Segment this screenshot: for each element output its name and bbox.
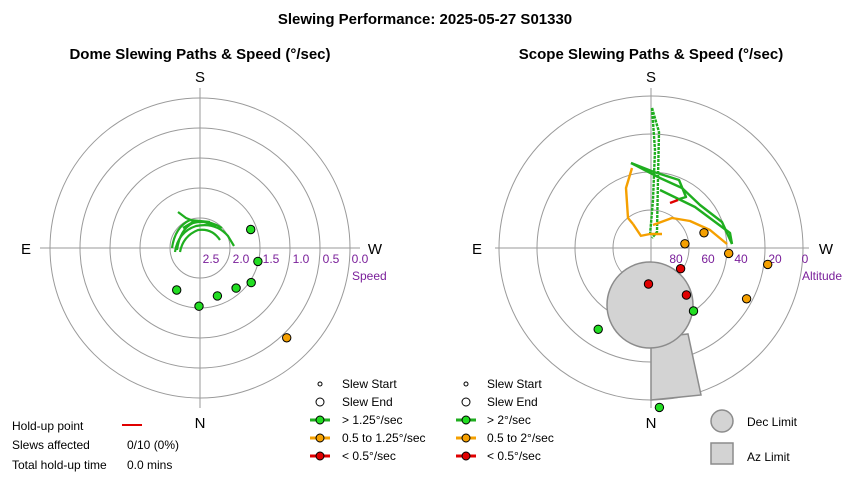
- scope-point-fast: [654, 402, 665, 413]
- dome-point-fast: [194, 301, 204, 311]
- scope-point-mid: [699, 228, 709, 238]
- dome-compass-s: S: [195, 69, 205, 86]
- figure-title: Slewing Performance: 2025-05-27 S01330: [278, 11, 572, 28]
- legend-slew-end: Slew End: [342, 395, 393, 409]
- scope-path-fast: [650, 107, 661, 239]
- legend-slow: < 0.5°/sec: [342, 449, 396, 463]
- limits-legend: Dec Limit Az Limit: [710, 409, 798, 465]
- dome-axis-label: Speed: [352, 269, 387, 283]
- dome-rings: [40, 88, 360, 408]
- scope-compass-n: N: [646, 415, 657, 432]
- legend-slew-start: Slew Start: [487, 377, 542, 391]
- dome-legend: Slew Start Slew End > 1.25°/sec 0.5 to 1…: [310, 377, 426, 463]
- scope-point-mid: [680, 239, 690, 249]
- scope-path-mid: [639, 232, 662, 238]
- scope-ring-label: 0: [802, 252, 809, 266]
- dome-path: [178, 228, 221, 253]
- dome-point-fast: [246, 277, 256, 288]
- slew-end-marker: [315, 397, 325, 407]
- dome-ring-label: 1.5: [263, 252, 280, 266]
- scope-path-fast: [630, 161, 688, 202]
- dome-compass-w: W: [368, 241, 383, 258]
- dome-ring-label: 0.0: [352, 252, 369, 266]
- scope-compass-w: W: [819, 241, 834, 258]
- scope-point-mid: [724, 248, 734, 259]
- holdup-info: Hold-up point Slews affected 0/10 (0%) T…: [12, 419, 179, 472]
- scope-point-fast: [688, 306, 699, 316]
- dec-limit-icon: [710, 409, 734, 433]
- dome-paths: [170, 211, 235, 253]
- dome-point-fast: [231, 283, 241, 293]
- scope-point-fast: [593, 324, 603, 334]
- legend-mid: 0.5 to 1.25°/sec: [342, 431, 426, 445]
- scope-ring-labels: 80 60 40 20 0 Altitude: [669, 252, 842, 283]
- scope-ring-label: 40: [734, 252, 748, 266]
- dome-ring-labels: 2.5 2.0 1.5 1.0 0.5 0.0 Speed: [203, 252, 387, 283]
- scope-path-mid: [624, 167, 634, 225]
- dome-path: [182, 220, 217, 229]
- scope-path-slow: [669, 198, 679, 205]
- legend-slow-dot: [315, 451, 325, 461]
- az-limit-label: Az Limit: [747, 450, 790, 464]
- scope-marks: [593, 228, 773, 413]
- slew-start-marker: [463, 381, 469, 387]
- scope-point-mid: [763, 259, 773, 270]
- holdup-time-value: 0.0 mins: [127, 458, 172, 472]
- scope-legend: Slew Start Slew End > 2°/sec 0.5 to 2°/s…: [456, 377, 554, 463]
- slews-affected-label: Slews affected: [12, 438, 90, 452]
- legend-mid-dot: [315, 433, 325, 443]
- legend-slew-end: Slew End: [487, 395, 538, 409]
- slew-start-marker: [317, 381, 323, 387]
- scope-paths: [624, 107, 734, 245]
- dec-limit-label: Dec Limit: [747, 415, 798, 429]
- scope-path-mid: [652, 216, 728, 245]
- holdup-time-label: Total hold-up time: [12, 458, 107, 472]
- dome-compass-n: N: [195, 415, 206, 432]
- scope-path-fast: [630, 161, 734, 245]
- scope-title: Scope Slewing Paths & Speed (°/sec): [519, 46, 783, 63]
- scope-ring-label: 80: [669, 252, 683, 266]
- slew-end-marker: [461, 397, 471, 407]
- dome-ring-label: 2.5: [203, 252, 220, 266]
- legend-fast: > 1.25°/sec: [342, 413, 403, 427]
- scope-path-mid: [632, 223, 642, 237]
- scope-compass-e: E: [472, 241, 482, 258]
- legend-slow: < 0.5°/sec: [487, 449, 541, 463]
- scope-path-fast: [659, 188, 734, 245]
- az-limit-icon: [710, 442, 734, 465]
- dome-point-fast: [253, 256, 263, 267]
- dome-marks: [172, 224, 292, 343]
- dome-panel: Dome Slewing Paths & Speed (°/sec) S N E…: [21, 46, 387, 432]
- scope-point-slow: [643, 279, 654, 289]
- dome-ring-label: 2.0: [233, 252, 250, 266]
- scope-compass-s: S: [646, 69, 656, 86]
- legend-slew-start: Slew Start: [342, 377, 397, 391]
- scope-point-mid: [741, 294, 752, 304]
- scope-point-slow: [681, 290, 692, 300]
- slews-affected-value: 0/10 (0%): [127, 438, 179, 452]
- legend-fast-dot: [315, 415, 325, 425]
- legend-fast-dot: [461, 415, 471, 425]
- dome-point-fast: [172, 285, 182, 295]
- scope-ring-label: 60: [701, 252, 715, 266]
- dome-ring-label: 1.0: [293, 252, 310, 266]
- dome-compass-e: E: [21, 241, 31, 258]
- dome-path: [177, 211, 197, 224]
- legend-mid-dot: [461, 433, 471, 443]
- legend-fast: > 2°/sec: [487, 413, 531, 427]
- scope-axis-label: Altitude: [802, 269, 842, 283]
- legend-mid: 0.5 to 2°/sec: [487, 431, 554, 445]
- scope-panel: Scope Slewing Paths & Speed (°/sec) S N …: [472, 46, 842, 432]
- dome-point-mid: [282, 333, 292, 343]
- scope-point-slow: [675, 264, 686, 274]
- dome-point-fast: [246, 224, 256, 235]
- dome-point-fast: [212, 291, 223, 301]
- scope-path-fast: [648, 107, 657, 236]
- legend-slow-dot: [461, 451, 471, 461]
- dome-title: Dome Slewing Paths & Speed (°/sec): [69, 46, 330, 63]
- holdup-point-label: Hold-up point: [12, 419, 84, 433]
- dome-ring-label: 0.5: [323, 252, 340, 266]
- dec-limit-region: [606, 261, 694, 349]
